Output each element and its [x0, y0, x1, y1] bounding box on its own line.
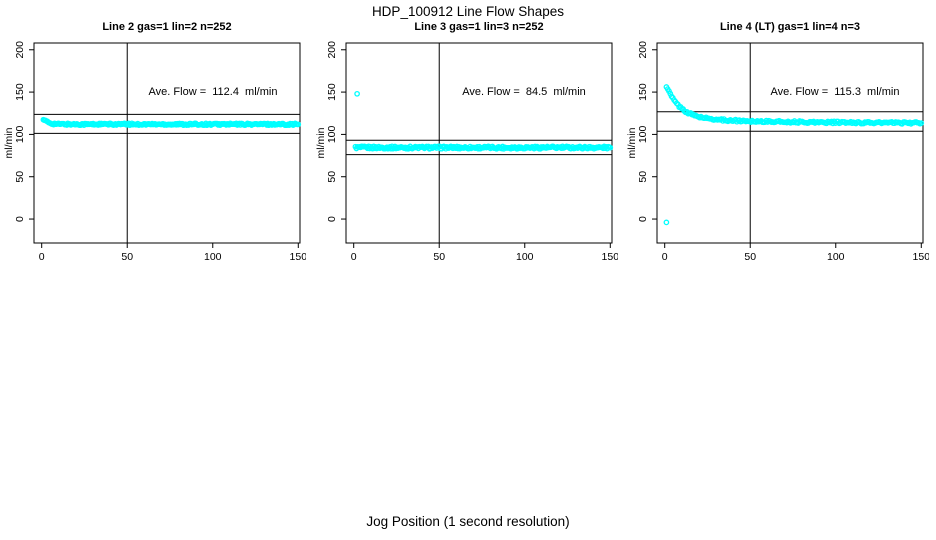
- x-tick-label: 0: [662, 251, 668, 263]
- ave-flow-annotation-line3: Ave. Flow = 84.5 ml/min: [462, 86, 586, 98]
- y-axis-label-line3: ml/min: [315, 127, 327, 159]
- y-tick-label: 50: [637, 171, 649, 183]
- x-tick-label: 0: [351, 251, 357, 263]
- axes: [33, 42, 301, 244]
- figure-title: HDP_100912 Line Flow Shapes: [371, 4, 565, 19]
- x-tick-label: 50: [744, 251, 756, 263]
- axes: [656, 42, 924, 244]
- y-tick-label: 0: [326, 216, 338, 222]
- y-axis-label-line2: ml/min: [3, 127, 15, 159]
- data-points: [40, 116, 302, 129]
- x-tick-label: 0: [39, 251, 45, 263]
- y-tick-label: 150: [637, 83, 649, 101]
- y-tick-label: 100: [637, 125, 649, 143]
- ave-flow-annotation-line4: Ave. Flow = 115.3 ml/min: [770, 86, 900, 98]
- y-tick-label: 50: [326, 171, 338, 183]
- y-tick-label: 0: [14, 216, 26, 222]
- x-tick-label: 50: [433, 251, 445, 263]
- y-tick-label: 200: [326, 41, 338, 59]
- plot-area-line2: 0 50 100 150 0 50 100 150 200: [14, 41, 306, 263]
- ave-flow-annotation-line2: Ave. Flow = 112.4 ml/min: [148, 86, 278, 98]
- x-axis-label: Jog Position (1 second resolution): [366, 514, 570, 529]
- x-tick-label: 150: [602, 251, 618, 263]
- panel-title-line4: Line 4 (LT) gas=1 lin=4 n=3: [719, 21, 861, 33]
- y-tick-label: 50: [14, 171, 26, 183]
- data-points: [663, 84, 925, 226]
- x-tick-label: 150: [913, 251, 929, 263]
- plot-area-line3: 0 50 100 150 0 50 100 150 200: [326, 41, 618, 263]
- axis-ticks: 0 50 100 150 0 50 100 150 200: [14, 41, 306, 263]
- y-tick-label: 0: [637, 216, 649, 222]
- axis-ticks: 0 50 100 150 0 50 100 150 200: [326, 41, 618, 263]
- data-points: [352, 90, 614, 152]
- x-tick-label: 100: [516, 251, 534, 263]
- plot-area-line4: 0 50 100 150 0 50 100 150 200: [637, 41, 929, 263]
- panel-title-line3: Line 3 gas=1 lin=3 n=252: [414, 21, 544, 33]
- x-tick-label: 50: [121, 251, 133, 263]
- outlier-point: [354, 90, 360, 97]
- y-tick-label: 150: [326, 83, 338, 101]
- y-tick-label: 100: [14, 125, 26, 143]
- outlier-point: [663, 219, 670, 226]
- x-tick-label: 100: [827, 251, 845, 263]
- panel-title-line2: Line 2 gas=1 lin=2 n=252: [102, 21, 232, 33]
- y-tick-label: 150: [14, 83, 26, 101]
- y-tick-label: 100: [326, 125, 338, 143]
- axis-ticks: 0 50 100 150 0 50 100 150 200: [637, 41, 929, 263]
- x-tick-label: 150: [290, 251, 306, 263]
- axes: [345, 42, 613, 244]
- y-tick-label: 200: [637, 41, 649, 59]
- y-tick-label: 200: [14, 41, 26, 59]
- x-tick-label: 100: [204, 251, 222, 263]
- y-axis-label-line4: ml/min: [626, 127, 638, 159]
